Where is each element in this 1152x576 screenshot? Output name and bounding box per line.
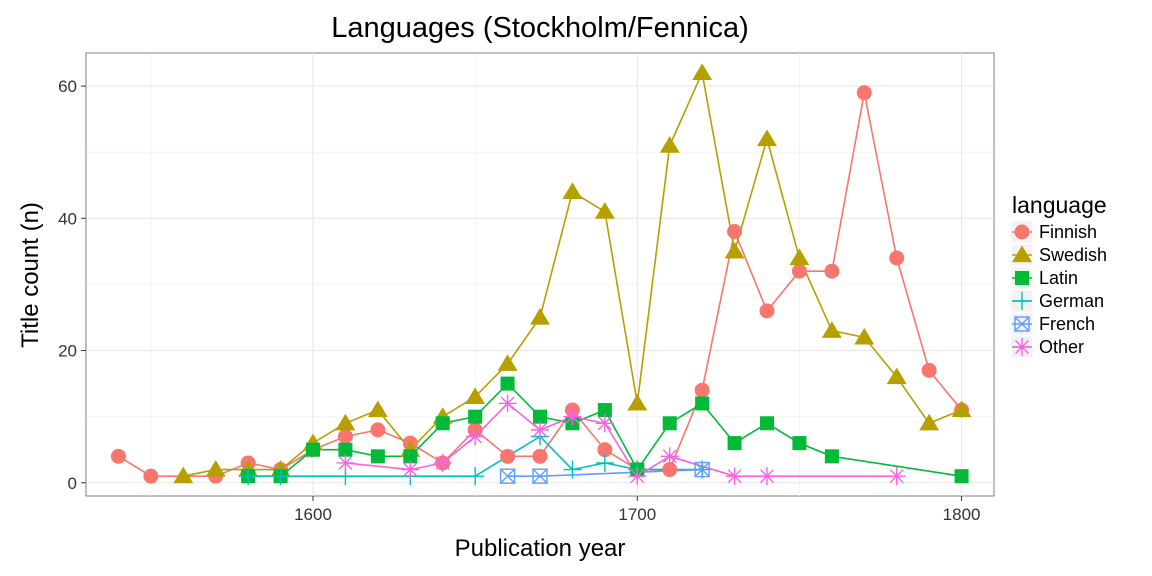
legend-marker-french [1014, 316, 1030, 332]
legend-marker-latin [1015, 271, 1029, 285]
data-point-other [628, 467, 647, 486]
y-tick-label: 20 [58, 342, 77, 361]
legend-label-german: German [1039, 291, 1104, 311]
data-point-latin [727, 436, 742, 451]
data-point-latin [435, 416, 450, 431]
legend-title: language [1012, 192, 1107, 218]
x-tick-label: 1800 [943, 505, 981, 524]
data-point-other [563, 407, 582, 426]
data-point-other [758, 467, 776, 486]
legend-label-french: French [1039, 314, 1095, 334]
data-point-swedish [692, 63, 713, 80]
legend-marker-swedish [1012, 245, 1032, 263]
data-point-latin [500, 376, 515, 391]
data-point-other [595, 414, 614, 433]
data-point-finnish [370, 422, 386, 438]
y-tick-label: 0 [68, 474, 77, 493]
data-point-french [499, 468, 516, 484]
legend-label-other: Other [1039, 337, 1084, 357]
legend-marker-finnish [1014, 224, 1030, 240]
data-point-other [725, 467, 744, 486]
data-point-swedish [335, 413, 356, 431]
data-point-finnish [143, 468, 159, 484]
data-point-latin [792, 436, 807, 451]
y-axis-title: Title count (n) [17, 202, 44, 348]
legend-marker-german [1013, 292, 1031, 310]
data-point-finnish [921, 362, 937, 378]
data-point-finnish [791, 263, 807, 279]
data-point-swedish [594, 202, 615, 219]
data-point-latin [662, 416, 677, 431]
data-point-finnish [532, 448, 548, 464]
data-point-swedish [821, 321, 842, 338]
data-point-swedish [562, 182, 583, 199]
data-point-latin [533, 409, 547, 424]
data-point-finnish [662, 462, 678, 478]
y-tick-label: 60 [58, 77, 77, 96]
data-point-finnish [694, 382, 710, 398]
data-point-german [271, 467, 290, 486]
data-point-latin [824, 449, 839, 464]
data-point-latin [306, 442, 320, 457]
data-point-german [239, 467, 258, 486]
data-point-swedish [854, 327, 875, 345]
legend-label-latin: Latin [1039, 268, 1078, 288]
x-tick-label: 1600 [294, 505, 332, 524]
data-point-swedish [789, 248, 810, 266]
data-point-swedish [173, 466, 194, 484]
data-point-other [660, 447, 679, 466]
data-point-other [433, 453, 452, 472]
data-point-swedish [465, 387, 486, 404]
y-tick-label: 40 [58, 209, 77, 228]
data-point-finnish [597, 442, 613, 458]
data-point-other [531, 420, 549, 439]
data-point-latin [695, 396, 710, 411]
data-point-german [466, 467, 485, 486]
data-point-finnish [856, 85, 872, 101]
data-point-german [563, 460, 582, 479]
data-point-finnish [759, 303, 775, 319]
data-point-french [532, 468, 548, 484]
data-point-swedish [757, 129, 777, 147]
data-point-latin [760, 416, 774, 431]
data-point-other [887, 467, 906, 486]
data-point-swedish [497, 354, 518, 371]
x-tick-label: 1700 [618, 505, 656, 524]
data-point-latin [597, 403, 612, 418]
data-point-german [595, 453, 614, 472]
chart-title: Languages (Stockholm/Fennica) [331, 12, 749, 44]
data-point-swedish [367, 400, 388, 418]
data-point-finnish [727, 224, 743, 240]
data-point-latin [468, 409, 483, 424]
legend-label-finnish: Finnish [1039, 222, 1097, 242]
data-point-swedish [659, 136, 680, 153]
data-point-swedish [886, 367, 907, 385]
data-point-french [694, 461, 710, 478]
data-point-latin [370, 449, 385, 464]
data-point-finnish [337, 428, 353, 444]
data-point-swedish [919, 413, 940, 431]
x-axis-title: Publication year [455, 535, 626, 562]
data-point-swedish [627, 393, 648, 411]
data-point-swedish [724, 241, 745, 259]
data-point-other [336, 453, 355, 472]
legend: language Finnish Swedish Latin German French… [1010, 192, 1107, 359]
legend-label-swedish: Swedish [1039, 245, 1107, 265]
data-point-finnish [824, 263, 840, 279]
legend-marker-other [1013, 338, 1031, 356]
data-point-latin [403, 449, 418, 464]
data-point-swedish [530, 307, 550, 325]
data-point-latin [338, 442, 353, 457]
data-point-swedish [951, 400, 972, 418]
data-point-other [401, 460, 420, 479]
data-point-other [466, 427, 485, 446]
data-point-latin [954, 469, 969, 484]
data-point-swedish [205, 460, 226, 477]
data-point-finnish [110, 448, 126, 464]
data-point-finnish [500, 448, 516, 464]
data-point-finnish [889, 250, 905, 266]
data-point-other [498, 394, 517, 413]
